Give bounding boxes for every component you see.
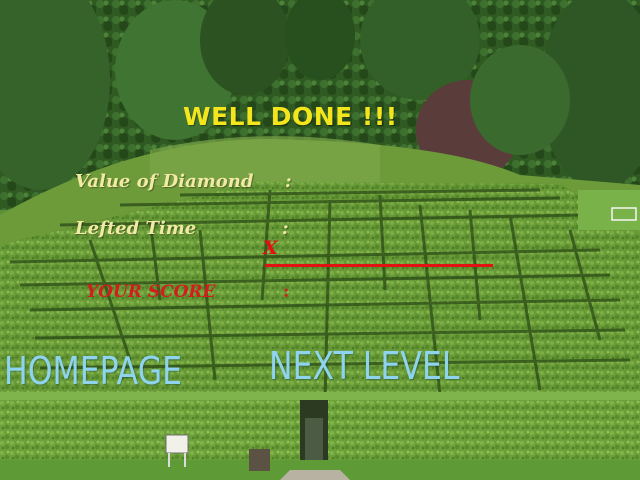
- diamond-value-label: Value of Diamond: [75, 171, 254, 192]
- your-score-colon: :: [283, 282, 290, 302]
- remaining-time-colon: :: [282, 218, 289, 239]
- homepage-button[interactable]: HOMEPAGE: [4, 349, 183, 393]
- multiply-sign: X: [263, 237, 278, 259]
- diamond-value-colon: :: [285, 171, 292, 192]
- remaining-time-label: Lefted Time: [75, 218, 197, 239]
- next-level-button[interactable]: NEXT LEVEL: [269, 344, 460, 388]
- score-divider-line: [265, 264, 493, 267]
- well-done-title: WELL DONE !!!: [183, 102, 398, 131]
- your-score-label: YOUR SCORE: [86, 282, 216, 302]
